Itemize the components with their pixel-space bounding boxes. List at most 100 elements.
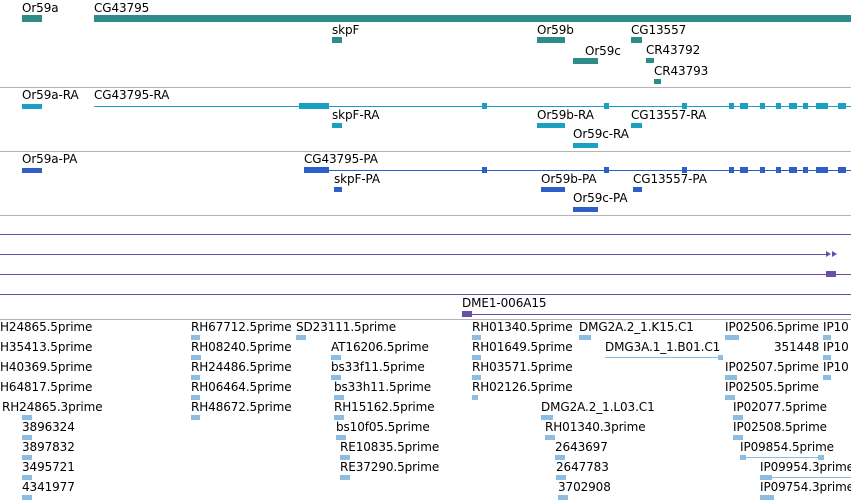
alignment-line[interactable] [0,234,851,235]
transcript-exon[interactable] [729,103,734,109]
est-feature[interactable] [579,335,591,340]
est-feature[interactable] [541,415,553,420]
est-feature[interactable] [733,435,743,440]
est-feature[interactable] [191,375,200,380]
transcript-feature[interactable] [332,123,342,128]
transcript-feature[interactable] [22,104,42,109]
protein-feature[interactable] [573,207,598,212]
protein-exon[interactable] [729,167,734,173]
est-feature[interactable] [191,415,200,420]
alignment-block[interactable] [826,271,836,277]
transcript-exon[interactable] [789,103,797,109]
transcript-exon[interactable] [816,103,828,109]
est-label: RH24865.3prime [2,400,103,414]
protein-exon[interactable] [304,167,329,173]
est-feature[interactable] [472,375,481,380]
alignment-line[interactable] [0,254,826,255]
est-feature[interactable] [725,335,739,340]
gene-feature[interactable] [22,15,42,22]
est-feature[interactable] [558,495,568,500]
transcript-exon[interactable] [740,103,748,109]
est-feature[interactable] [818,455,824,460]
transcript-exon[interactable] [604,103,609,109]
protein-feature[interactable] [633,187,642,192]
est-feature[interactable] [22,475,32,480]
est-feature[interactable] [22,435,32,440]
est-feature[interactable] [336,435,346,440]
est-label: RH24486.5prime [191,360,292,374]
gene-feature[interactable] [646,58,654,63]
est-feature[interactable] [555,455,565,460]
transcript-exon[interactable] [482,103,487,109]
est-feature[interactable] [22,495,32,500]
est-feature[interactable] [331,355,341,360]
transcript-exon[interactable] [299,103,329,109]
protein-exon[interactable] [604,167,609,173]
protein-feature[interactable] [541,187,565,192]
alignment-line[interactable] [0,294,851,295]
est-label: RH08240.5prime [191,340,292,354]
est-feature[interactable] [191,335,200,340]
protein-feature[interactable] [22,168,42,173]
protein-exon[interactable] [482,167,487,173]
protein-feature[interactable] [334,187,342,192]
est-feature[interactable] [760,495,774,500]
est-feature[interactable] [823,355,831,360]
est-feature[interactable] [22,455,32,460]
est-label: AT16206.5prime [331,340,429,354]
est-feature[interactable] [340,475,350,480]
est-feature[interactable] [340,455,350,460]
gene-feature[interactable] [631,37,642,43]
gene-feature[interactable] [94,15,851,22]
transcript-exon[interactable] [682,103,687,109]
est-label: IP02506.5prime [725,320,819,334]
protein-exon[interactable] [740,167,748,173]
est-label: 4341977 [22,480,75,494]
alignment-line[interactable] [0,274,851,275]
protein-exon[interactable] [682,167,687,173]
est-feature[interactable] [191,395,200,400]
est-feature[interactable] [22,415,32,420]
est-feature[interactable] [545,435,555,440]
est-feature[interactable] [725,395,735,400]
gene-feature[interactable] [537,37,565,43]
est-feature[interactable] [725,375,737,380]
est-label: IP09954.3prime [760,460,851,474]
est-feature[interactable] [334,395,344,400]
est-feature[interactable] [472,395,478,400]
est-feature[interactable] [296,335,306,340]
est-feature[interactable] [823,335,831,340]
protein-exon[interactable] [789,167,797,173]
transcript-exon[interactable] [803,103,808,109]
gene-feature[interactable] [332,37,342,43]
protein-exon[interactable] [816,167,828,173]
transcript-exon[interactable] [838,103,846,109]
protein-exon[interactable] [838,167,846,173]
est-feature[interactable] [334,415,344,420]
est-label: RE10835.5prime [340,440,440,454]
gene-feature[interactable] [654,79,661,84]
est-feature[interactable] [331,375,341,380]
protein-exon[interactable] [776,167,781,173]
clone-feature[interactable] [462,311,472,317]
est-feature[interactable] [472,335,481,340]
est-feature[interactable] [191,355,201,360]
est-feature[interactable] [718,355,723,360]
est-feature[interactable] [733,415,743,420]
est-feature[interactable] [472,355,481,360]
transcript-exon[interactable] [776,103,781,109]
transcript-feature[interactable] [631,123,642,128]
est-feature[interactable] [823,375,831,380]
est-label: RH01340.3prime [545,420,646,434]
gene-label: CR43793 [654,64,709,78]
transcript-exon[interactable] [760,103,765,109]
est-feature[interactable] [760,475,772,480]
transcript-feature[interactable] [537,123,565,128]
gene-feature[interactable] [573,58,598,64]
est-feature[interactable] [740,455,746,460]
protein-exon[interactable] [803,167,808,173]
est-label: DMG2A.2_1.K15.C1 [579,320,694,334]
est-feature[interactable] [556,475,566,480]
transcript-feature[interactable] [573,143,598,148]
protein-exon[interactable] [760,167,765,173]
